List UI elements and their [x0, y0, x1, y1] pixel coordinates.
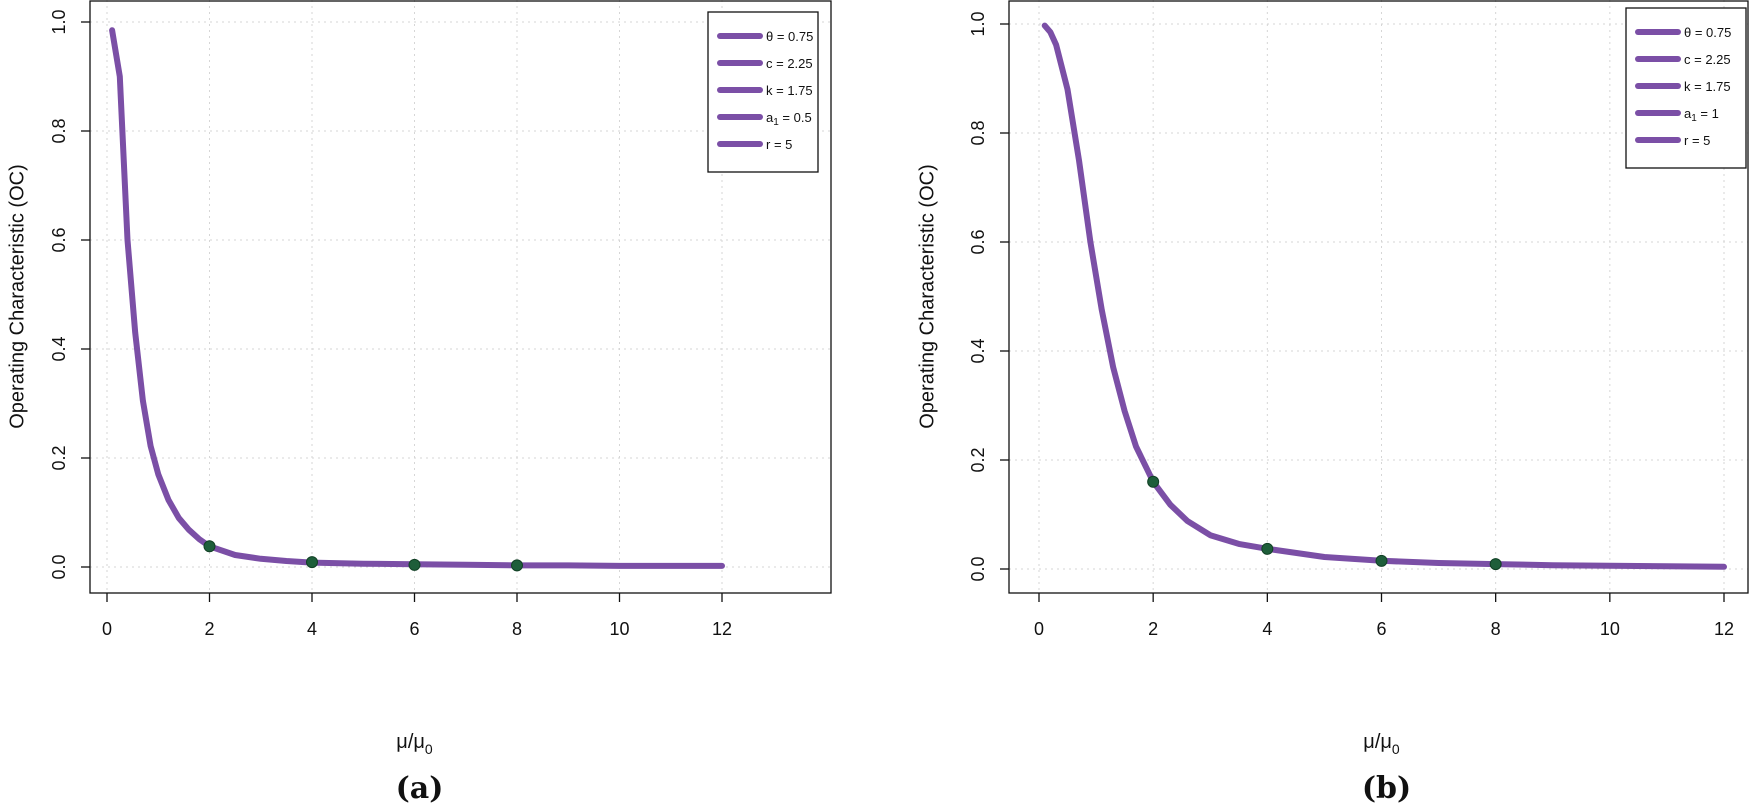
data-point-1 — [203, 540, 216, 553]
x-tick-label: 0 — [1034, 619, 1044, 639]
x-tick-label: 8 — [512, 619, 522, 639]
y-tick-label: 0.2 — [968, 447, 988, 472]
legend-entry: k = 1.75 — [766, 83, 813, 98]
data-point-2 — [1261, 542, 1274, 555]
x-tick-label: 4 — [1262, 619, 1272, 639]
data-point-3 — [1375, 554, 1388, 567]
legend-entry: c = 2.25 — [766, 56, 813, 71]
x-tick-label: 12 — [712, 619, 732, 639]
x-tick-label: 2 — [1148, 619, 1158, 639]
chart-panel-a: 0 2 4 6 8 10 12 0.0 0.2 0.4 0.6 0.8 1.0 Operating Cha… — [6, 0, 832, 806]
series-line-oc — [1041, 22, 1727, 570]
y-tick-label: 0.4 — [968, 338, 988, 363]
y-axis-label: Operating Characteristic (OC) — [6, 164, 28, 429]
chart-panel-b: 0 2 4 6 8 10 12 0.0 0.2 0.4 0.6 0.8 1.0 Operating Cha… — [916, 0, 1749, 806]
x-tick-label: 0 — [102, 619, 112, 639]
y-tick-label: 0.6 — [49, 227, 69, 252]
x-tick-label: 8 — [1491, 619, 1501, 639]
data-point-4 — [511, 559, 523, 572]
x-axis-label: μ/μ0 — [1363, 731, 1400, 757]
legend: θ = 0.75 c = 2.25 k = 1.75 a1 = 1 r = 5 — [1625, 7, 1747, 169]
y-tick-label: 0.8 — [49, 118, 69, 143]
x-tick-label: 10 — [1600, 619, 1620, 639]
x-tick-label: 12 — [1714, 619, 1734, 639]
y-tick-label: 0.6 — [968, 229, 988, 254]
legend-entry: r = 5 — [1684, 133, 1710, 148]
legend-entry: c = 2.25 — [1684, 52, 1731, 67]
legend-entry: a1 = 1 — [1684, 106, 1719, 124]
y-tick-label: 1.0 — [49, 9, 69, 34]
plot-frame — [1008, 0, 1749, 594]
legend-entry: θ = 0.75 — [766, 29, 813, 44]
panel-caption: (a) — [396, 771, 444, 806]
y-axis-label: Operating Characteristic (OC) — [916, 164, 938, 429]
panel-caption: (b) — [1362, 771, 1411, 806]
legend-entry: θ = 0.75 — [1684, 25, 1731, 40]
legend: θ = 0.75 c = 2.25 k = 1.75 a1 = 0.5 r = 5 — [707, 11, 819, 173]
x-tick-label: 6 — [1376, 619, 1386, 639]
x-tick-label: 10 — [609, 619, 629, 639]
data-point-3 — [408, 558, 421, 571]
x-tick-label: 6 — [409, 619, 419, 639]
legend-entry: a1 = 0.5 — [766, 110, 812, 128]
x-tick-label: 4 — [307, 619, 317, 639]
y-tick-label: 1.0 — [968, 11, 988, 36]
legend-entry: r = 5 — [766, 137, 792, 152]
x-tick-label: 2 — [204, 619, 214, 639]
y-tick-label: 0.2 — [49, 445, 69, 470]
x-axis-label: μ/μ0 — [396, 731, 433, 757]
plot-frame — [89, 0, 832, 594]
series-line-oc — [109, 27, 725, 569]
y-tick-label: 0.0 — [49, 554, 69, 579]
data-point-1 — [1147, 475, 1160, 488]
y-tick-label: 0.0 — [968, 556, 988, 581]
y-tick-label: 0.4 — [49, 336, 69, 361]
y-tick-label: 0.8 — [968, 120, 988, 145]
legend-entry: k = 1.75 — [1684, 79, 1731, 94]
data-point-2 — [306, 556, 318, 569]
data-point-4 — [1489, 558, 1502, 571]
